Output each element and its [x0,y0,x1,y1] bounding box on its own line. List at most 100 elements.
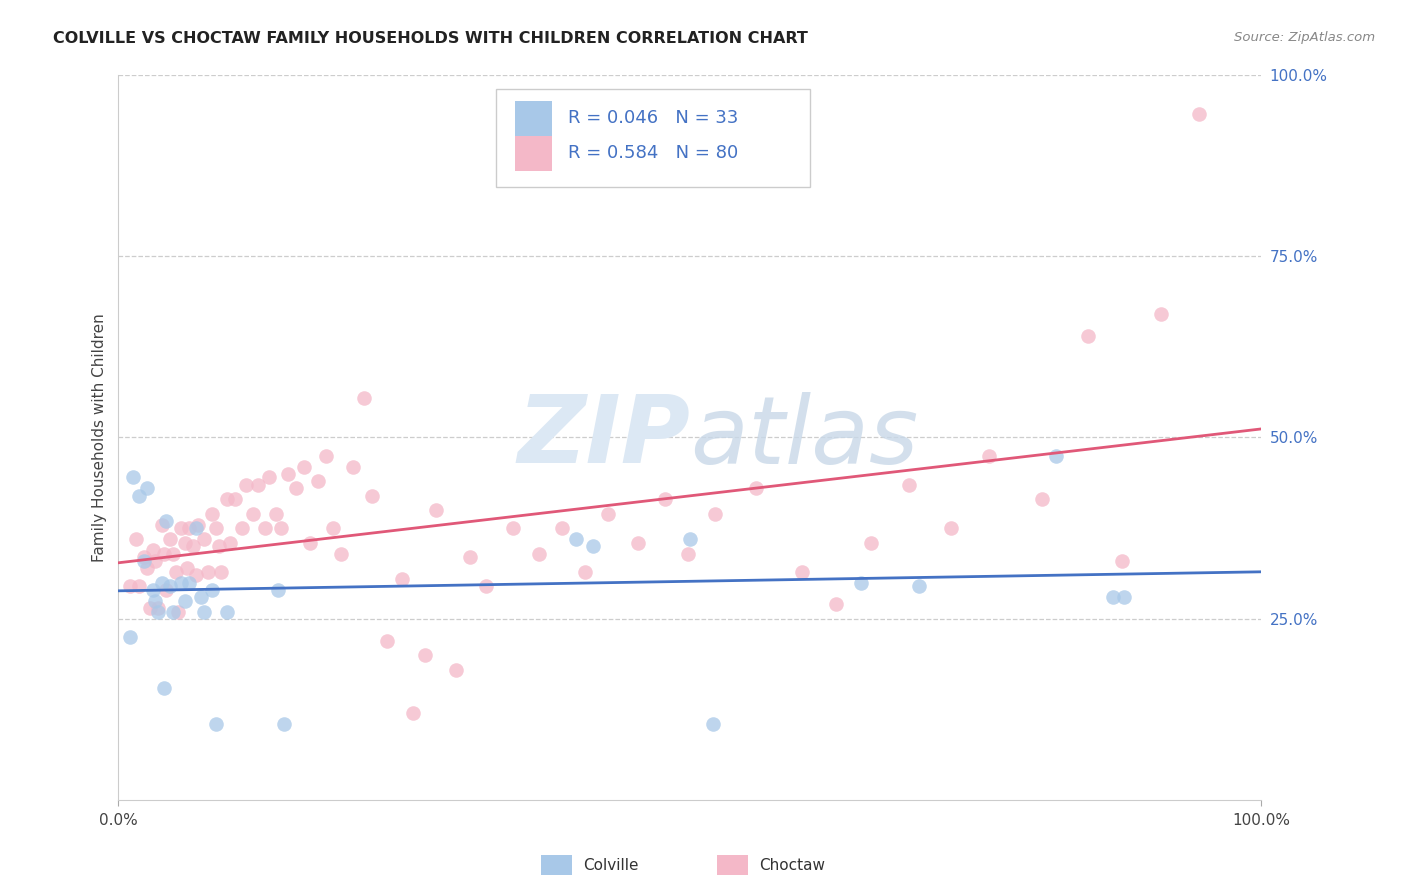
Point [143,554,166,568]
Point [1150,307,1173,321]
Point [167,605,190,619]
Point [859,535,882,549]
Point [502,521,524,535]
Point [136,561,159,575]
Point [1031,492,1053,507]
Point [444,663,467,677]
Point [979,449,1001,463]
Point [246,477,269,491]
Point [193,605,215,619]
Point [155,514,177,528]
Point [1101,590,1123,604]
Point [322,521,344,535]
Point [391,572,413,586]
Point [315,449,337,463]
Point [208,540,231,554]
Point [173,535,195,549]
Point [264,507,287,521]
Point [139,601,162,615]
Text: R = 0.046   N = 33: R = 0.046 N = 33 [568,109,738,127]
Point [277,467,299,481]
Point [201,507,224,521]
Point [939,521,962,535]
Point [179,521,201,535]
Point [155,582,177,597]
Point [231,521,253,535]
Point [219,535,242,549]
Point [235,477,257,491]
Point [153,547,176,561]
Point [292,459,315,474]
Point [118,630,141,644]
Point [1187,107,1209,121]
Point [142,543,165,558]
Point [790,565,813,579]
Point [132,554,155,568]
Point [460,550,482,565]
Point [176,561,198,575]
Point [150,517,173,532]
Y-axis label: Family Households with Children: Family Households with Children [93,313,107,562]
Point [267,582,290,597]
Point [702,717,724,731]
Point [142,582,165,597]
Point [425,503,447,517]
Point [179,575,201,590]
Text: ZIP: ZIP [517,392,690,483]
Point [209,565,232,579]
Point [1077,329,1099,343]
Point [582,540,605,554]
Point [527,547,550,561]
Point [132,550,155,565]
Point [361,489,384,503]
Point [704,507,727,521]
Point [413,648,436,663]
Point [654,492,676,507]
Point [284,481,307,495]
Point [215,605,238,619]
FancyBboxPatch shape [515,102,551,136]
Point [676,547,699,561]
Point [150,575,173,590]
Point [148,605,170,619]
Point [627,535,650,549]
Point [153,681,176,695]
Point [170,521,193,535]
Point [745,481,768,495]
Point [190,590,212,604]
Text: Choctaw: Choctaw [759,858,825,872]
Point [1045,449,1067,463]
Point [851,575,873,590]
Point [181,540,204,554]
Point [148,601,170,615]
Point [259,470,281,484]
Text: COLVILLE VS CHOCTAW FAMILY HOUSEHOLDS WITH CHILDREN CORRELATION CHART: COLVILLE VS CHOCTAW FAMILY HOUSEHOLDS WI… [53,31,808,46]
Point [898,477,921,491]
Point [574,565,596,579]
Text: R = 0.584   N = 80: R = 0.584 N = 80 [568,144,738,162]
Point [564,532,586,546]
Point [186,568,208,582]
Point [1114,590,1136,604]
Point [330,547,353,561]
Point [143,594,166,608]
Text: Colville: Colville [583,858,638,872]
Point [197,565,219,579]
Point [162,605,184,619]
Point [307,474,329,488]
Point [402,706,425,721]
FancyBboxPatch shape [496,89,810,187]
Point [375,633,398,648]
Point [596,507,619,521]
Point [475,579,498,593]
Point [273,717,295,731]
Text: Source: ZipAtlas.com: Source: ZipAtlas.com [1234,31,1375,45]
Point [118,579,141,593]
Point [170,575,193,590]
Point [215,492,238,507]
Point [165,565,187,579]
Point [253,521,276,535]
Point [187,517,209,532]
Point [224,492,246,507]
Point [1111,554,1133,568]
